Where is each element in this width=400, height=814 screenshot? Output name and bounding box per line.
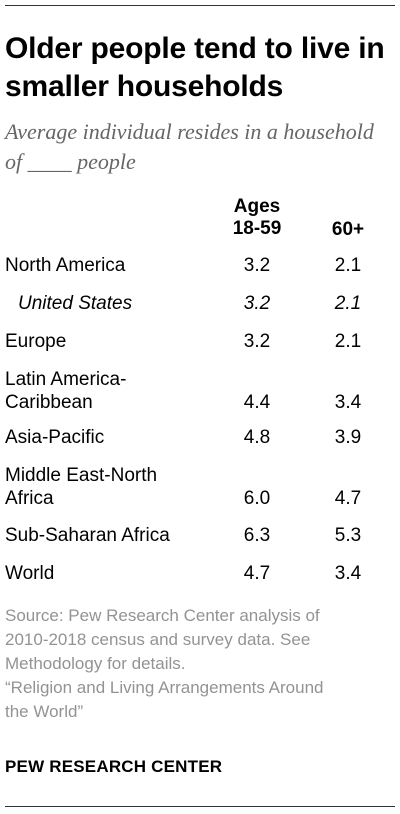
value-ages-18-59: 6.3 [243,525,271,546]
row-label: Latin America-Caribbean [5,369,127,413]
source-note: Source: Pew Research Center analysis of … [5,604,395,724]
chart-subtitle: Average individual resides in a househol… [5,119,374,174]
source-line: “Religion and Living Arrangements Around [5,678,324,697]
value-ages-18-59: 6.0 [243,488,271,509]
source-line: Methodology for details. [5,654,186,673]
column-header-ages-18-59: Ages 18-59 [222,196,292,240]
source-line: the World” [5,702,84,721]
bottom-rule [5,806,395,807]
value-60-plus: 3.4 [334,563,362,584]
value-ages-18-59: 4.7 [243,563,271,584]
value-ages-18-59: 3.2 [243,293,271,314]
source-line: 2010-2018 census and survey data. See [5,630,311,649]
column-header-ages-18-59-text: Ages 18-59 [232,196,282,239]
row-label: Europe [5,331,67,352]
value-60-plus: 5.3 [334,525,362,546]
value-60-plus: 3.4 [334,392,362,413]
value-60-plus: 4.7 [334,488,362,509]
value-60-plus: 2.1 [334,255,362,276]
value-ages-18-59: 3.2 [243,255,271,276]
value-ages-18-59: 3.2 [243,331,271,352]
value-ages-18-59: 4.8 [243,427,271,448]
chart-title: Older people tend to live in smaller hou… [5,32,385,103]
row-label: Asia-Pacific [5,427,105,448]
value-60-plus: 2.1 [334,293,362,314]
row-label: Sub-Saharan Africa [5,525,170,546]
source-line: Source: Pew Research Center analysis of [5,606,320,625]
column-header-60-plus: 60+ [331,219,365,240]
top-rule [5,5,395,6]
value-60-plus: 3.9 [334,427,362,448]
row-label: United States [18,293,133,314]
row-label: North America [5,255,126,276]
row-label: World [5,563,55,584]
value-ages-18-59: 4.4 [243,392,271,413]
value-60-plus: 2.1 [334,331,362,352]
brand-logo-text: PEW RESEARCH CENTER [5,757,223,776]
row-label: Middle East-North Africa [5,465,158,509]
